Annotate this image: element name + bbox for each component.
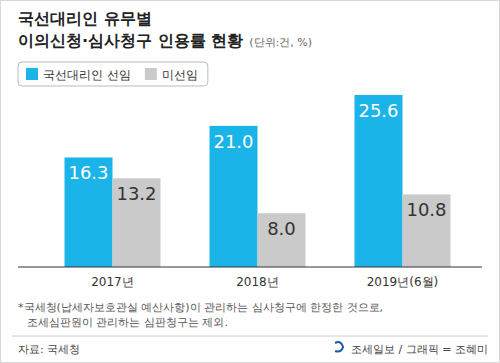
bars (65, 95, 451, 267)
logo (335, 342, 343, 351)
footnote: 조세심판원이 관리하는 심판청구는 제외. (27, 316, 228, 329)
legend-label: 국선대리인 선임 (43, 68, 131, 82)
bar (258, 213, 306, 267)
credit: 조세일보 / 그래픽 = 조혜미 (351, 343, 488, 356)
subtitle: (단위:건, %) (249, 36, 312, 49)
legend: 국선대리인 선임 미선임 (18, 62, 208, 86)
title: 이의신청·심사청구 인용률 현황 (18, 31, 243, 50)
data-label: 25.6 (358, 100, 398, 121)
legend-box (18, 62, 208, 86)
data-labels: 16.3 13.2 21.0 8.0 25.6 10.8 (68, 100, 446, 239)
chart: 국선대리인 유무별이의신청·심사청구 인용률 현황 (단위:건, %) 국선대리인 … (0, 0, 500, 363)
footnote: *국세청(납세자보호관실 예산사항)이 관리하는 심사청구에 한정한 것으로, (18, 301, 383, 314)
data-label: 8.0 (267, 218, 296, 239)
bar (403, 194, 451, 267)
x-tick-label: 2018년 (236, 275, 279, 289)
data-label: 10.8 (406, 199, 446, 220)
bar (355, 95, 403, 267)
bar (113, 178, 161, 267)
legend-swatch (26, 68, 38, 80)
separator (12, 336, 488, 337)
data-label: 13.2 (116, 183, 156, 204)
data-label: 16.3 (68, 162, 108, 183)
baseline (18, 267, 482, 268)
title: 국선대리인 유무별 (18, 9, 152, 28)
x-tick-label: 2019년(6월) (367, 275, 439, 289)
legend-label: 미선임 (162, 68, 198, 82)
bar (65, 157, 113, 267)
frame (1, 1, 500, 363)
bar (210, 126, 258, 267)
x-tick-label: 2017년 (91, 275, 134, 289)
legend-swatch (145, 68, 157, 80)
data-label: 21.0 (213, 131, 253, 152)
source: 자료: 국세청 (18, 343, 80, 356)
